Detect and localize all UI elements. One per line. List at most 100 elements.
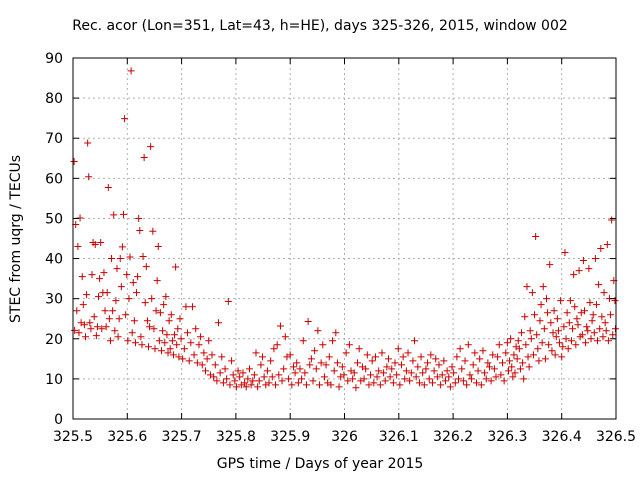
data-point: [78, 273, 86, 281]
data-point: [119, 210, 127, 218]
data-point: [380, 369, 388, 377]
data-point: [594, 337, 602, 345]
data-point: [166, 345, 174, 353]
y-tick-label: 90: [45, 51, 63, 67]
data-point: [420, 381, 428, 389]
data-point: [91, 241, 99, 249]
data-point: [383, 363, 391, 371]
data-point: [175, 353, 183, 361]
data-point: [508, 363, 516, 371]
x-tick-label: 325.5: [53, 429, 93, 445]
data-point: [589, 311, 597, 319]
data-point: [494, 353, 502, 361]
data-point: [471, 349, 479, 357]
data-point: [244, 375, 252, 383]
data-point: [500, 377, 508, 385]
data-point: [188, 303, 196, 311]
data-point: [524, 353, 532, 361]
data-point: [412, 373, 420, 381]
data-point: [456, 345, 464, 353]
data-point: [245, 365, 253, 373]
data-point: [509, 373, 517, 381]
data-point: [422, 365, 430, 373]
data-point: [302, 381, 310, 389]
data-point: [445, 373, 453, 381]
data-point: [316, 381, 324, 389]
data-point: [160, 301, 168, 309]
data-point: [567, 337, 575, 345]
data-point: [298, 375, 306, 383]
data-point: [311, 347, 319, 355]
data-point: [482, 375, 490, 383]
data-point: [103, 289, 111, 297]
data-point: [531, 311, 539, 319]
data-point: [558, 353, 566, 361]
data-point: [430, 367, 438, 375]
data-point: [564, 345, 572, 353]
data-point: [547, 319, 555, 327]
data-point: [146, 323, 154, 331]
x-axis-label: GPS time / Days of year 2015: [216, 456, 424, 472]
data-point: [275, 371, 283, 379]
data-point: [521, 313, 529, 321]
data-point: [591, 255, 599, 263]
data-point: [344, 377, 352, 385]
data-point: [306, 361, 314, 369]
data-point: [131, 339, 139, 347]
data-point: [373, 373, 381, 381]
data-point: [495, 341, 503, 349]
data-point: [193, 359, 201, 367]
data-point: [466, 371, 474, 379]
data-point: [461, 357, 469, 365]
data-point: [150, 325, 158, 333]
data-point: [257, 361, 265, 369]
y-tick-label: 70: [45, 131, 63, 147]
data-point: [224, 297, 232, 305]
data-point: [487, 377, 495, 385]
data-point: [479, 347, 487, 355]
data-point: [469, 361, 477, 369]
data-point: [376, 381, 384, 389]
data-point: [536, 317, 544, 325]
data-point: [515, 345, 523, 353]
data-point: [394, 345, 402, 353]
data-point: [556, 339, 564, 347]
data-point: [161, 339, 169, 347]
data-point: [550, 307, 558, 315]
data-point: [168, 337, 176, 345]
data-point: [565, 319, 573, 327]
data-point: [223, 375, 231, 383]
data-point: [167, 311, 175, 319]
data-point: [585, 265, 593, 273]
x-tick-label: 326.2: [433, 429, 473, 445]
data-point: [544, 309, 552, 317]
data-point: [301, 369, 309, 377]
x-axis-ticks: 325.5 325.6 325.7 325.8 325.9 326 326.1 326.2 32…: [53, 58, 636, 445]
data-point: [378, 349, 386, 357]
data-point: [595, 281, 603, 289]
data-point: [229, 371, 237, 379]
data-point: [187, 339, 195, 347]
data-point: [249, 377, 257, 385]
data-point: [597, 245, 605, 253]
data-point: [485, 363, 493, 371]
data-point: [232, 383, 240, 391]
data-point: [604, 337, 612, 345]
data-point: [396, 381, 404, 389]
data-point: [571, 303, 579, 311]
data-point: [588, 317, 596, 325]
data-point: [317, 359, 325, 367]
data-point: [176, 315, 184, 323]
x-tick-label: 326: [331, 429, 358, 445]
data-point: [502, 349, 510, 357]
data-point: [519, 359, 527, 367]
data-point: [322, 361, 330, 369]
data-point: [559, 343, 567, 351]
data-point: [557, 297, 565, 305]
data-point: [560, 323, 568, 331]
data-point: [600, 289, 608, 297]
data-point: [581, 307, 589, 315]
data-point: [190, 351, 198, 359]
data-point: [116, 255, 124, 263]
data-point: [143, 317, 151, 325]
